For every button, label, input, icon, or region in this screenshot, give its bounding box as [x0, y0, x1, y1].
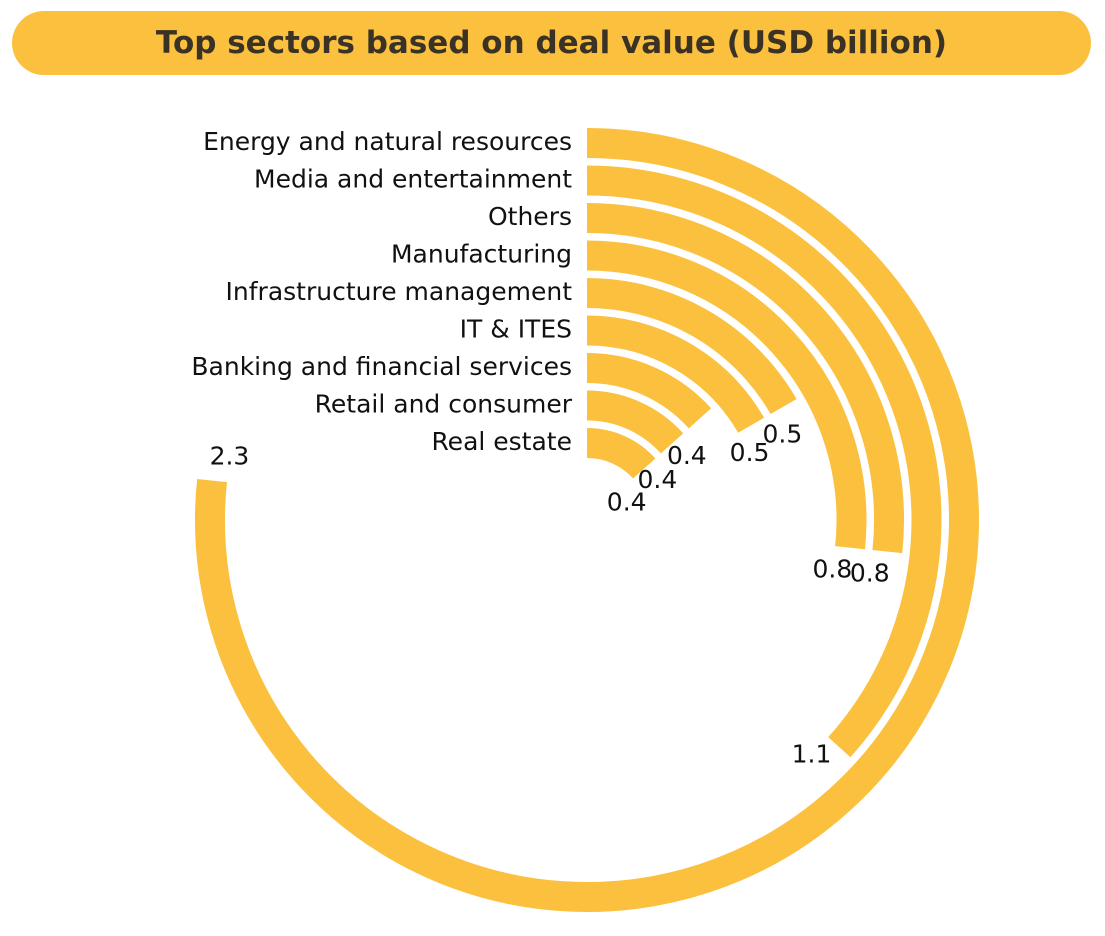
value-label: 0.4 — [667, 441, 707, 470]
category-label: Others — [488, 202, 572, 231]
value-label: 0.5 — [730, 438, 770, 467]
category-label: Retail and consumer — [315, 390, 573, 419]
category-label: Manufacturing — [391, 240, 572, 269]
bar — [586, 428, 656, 479]
title-bar: Top sectors based on deal value (USD bil… — [12, 11, 1091, 75]
bar — [586, 390, 684, 454]
value-label: 0.4 — [638, 465, 678, 494]
category-label: Banking and financial services — [191, 352, 572, 381]
bar — [586, 240, 867, 550]
value-label: 0.4 — [607, 487, 647, 516]
bar — [586, 353, 712, 429]
category-label: IT & ITES — [460, 315, 572, 344]
bar — [586, 203, 904, 554]
value-label: 0.8 — [850, 559, 890, 588]
value-label: 1.1 — [792, 740, 832, 769]
value-label: 2.3 — [210, 441, 250, 470]
value-label: 0.5 — [763, 419, 803, 448]
bar — [586, 165, 942, 758]
bar — [195, 128, 979, 912]
bar — [586, 278, 797, 415]
category-label: Real estate — [431, 427, 572, 456]
value-label: 0.8 — [812, 555, 852, 584]
bar — [586, 315, 765, 433]
category-label: Media and entertainment — [254, 165, 572, 194]
category-label: Infrastructure management — [226, 277, 573, 306]
chart-title: Top sectors based on deal value (USD bil… — [155, 25, 948, 61]
category-label: Energy and natural resources — [203, 127, 572, 156]
